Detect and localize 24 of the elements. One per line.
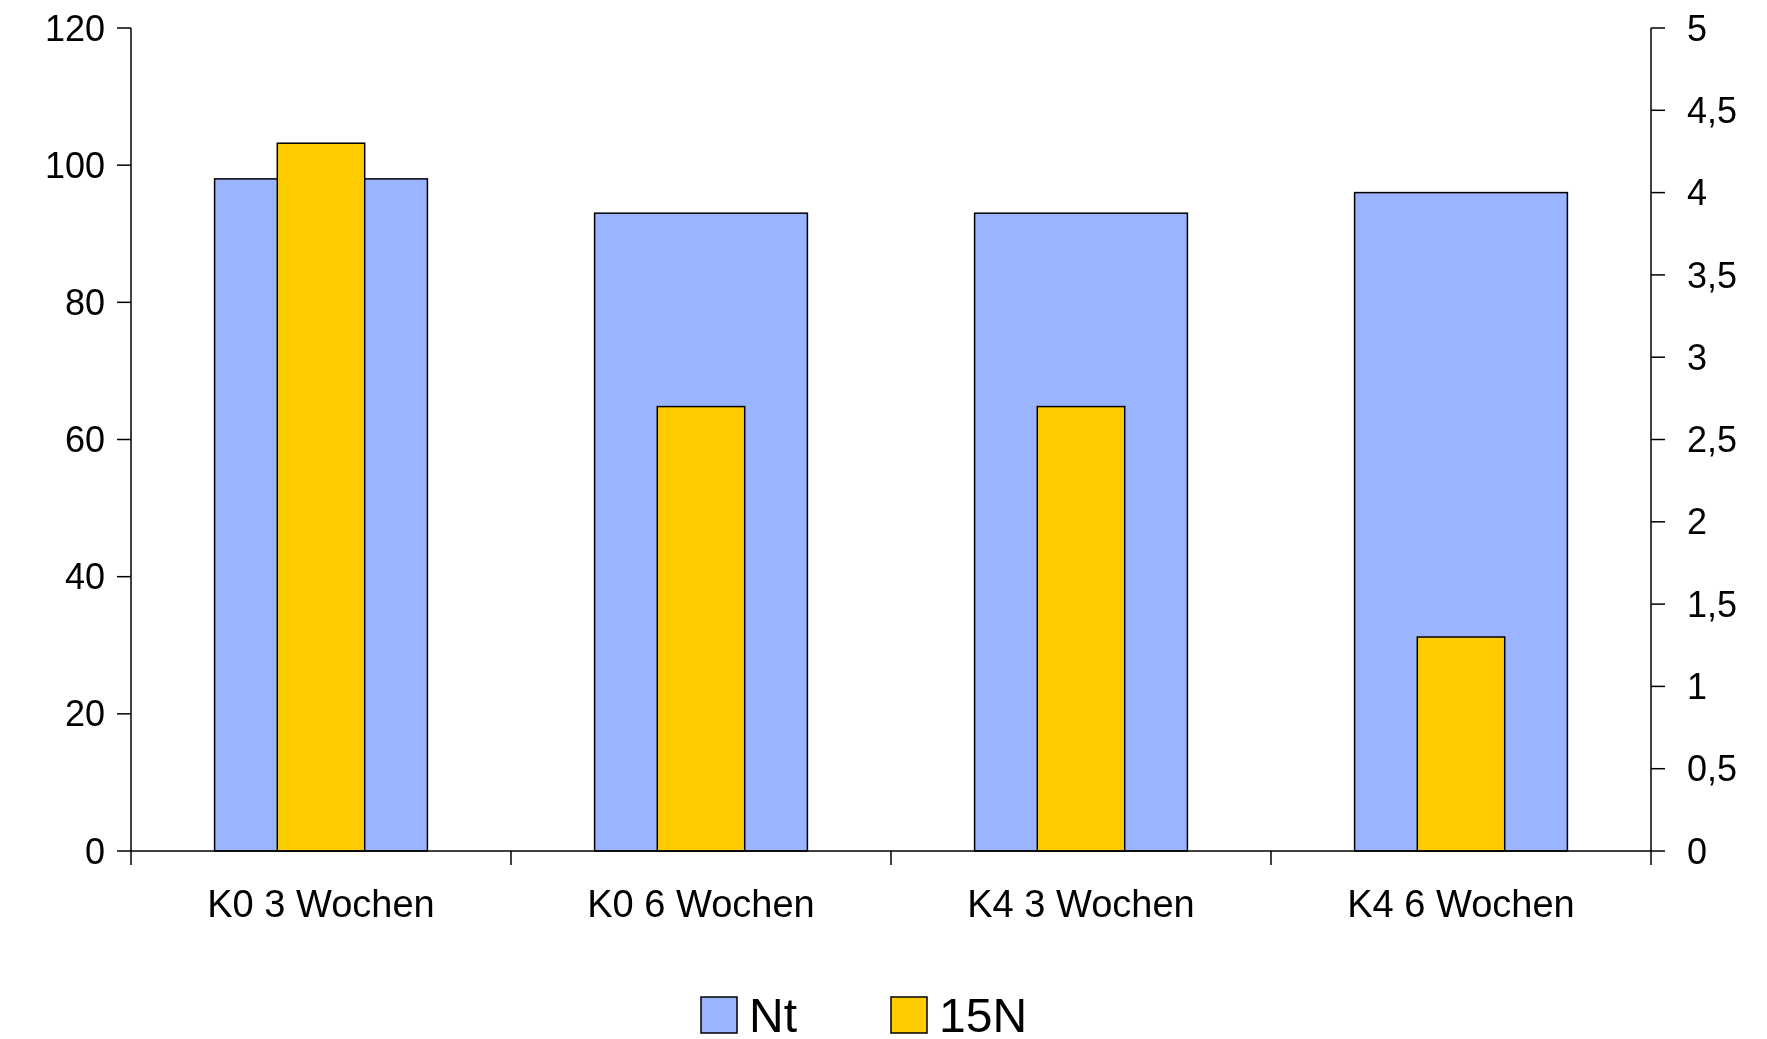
y2-tick-label: 1,5: [1687, 583, 1738, 625]
y2-tick-label: 2,5: [1687, 419, 1738, 461]
y2-tick-label: 5: [1687, 7, 1708, 49]
y-tick-label: 100: [44, 144, 105, 186]
x-tick-label: K0 3 Wochen: [207, 883, 435, 925]
y-tick-label: 20: [64, 693, 105, 735]
y2-tick-label: 0: [1687, 830, 1708, 872]
x-tick-label: K4 6 Wochen: [1347, 883, 1575, 925]
y2-tick-label: 1: [1687, 666, 1708, 707]
y-tick-label: 80: [64, 281, 105, 323]
x-tick-label: K0 6 Wochen: [587, 883, 815, 925]
y-tick-label: 0: [84, 830, 105, 872]
y2-tick-label: 0,5: [1687, 748, 1738, 790]
x-tick-label: K4 3 Wochen: [967, 883, 1195, 925]
y2-tick-label: 3: [1687, 336, 1708, 378]
legend-label: 15N: [939, 988, 1028, 1039]
y-tick-label: 120: [44, 7, 105, 49]
y2-tick-label: 4: [1687, 172, 1708, 214]
legend-label: Nt: [749, 988, 797, 1039]
y2-tick-label: 3,5: [1687, 254, 1738, 296]
y2-tick-label: 4,5: [1687, 89, 1738, 131]
y-tick-label: 40: [64, 556, 105, 598]
y-tick-label: 60: [64, 419, 105, 461]
y2-tick-label: 2: [1687, 501, 1708, 543]
